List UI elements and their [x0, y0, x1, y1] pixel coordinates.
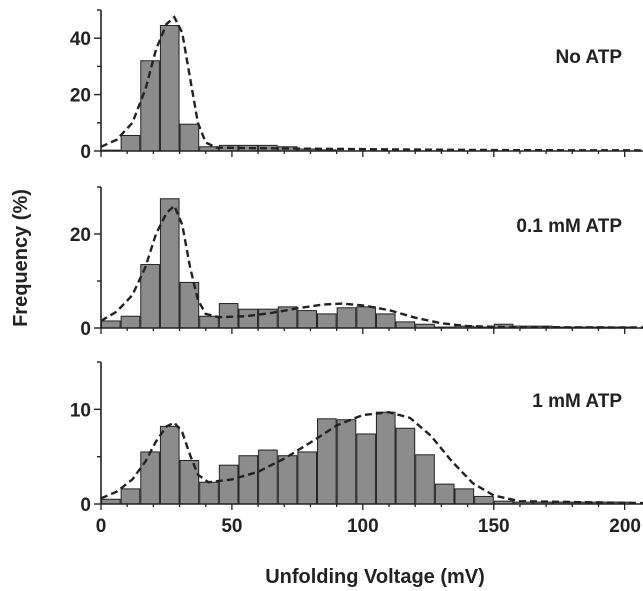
x-tick-label: 0 — [96, 516, 107, 537]
histogram-bar — [375, 411, 396, 505]
histogram-bar — [297, 310, 318, 329]
y-tick-label: 40 — [70, 29, 91, 50]
histogram-bar — [336, 307, 357, 329]
histogram-bar — [120, 134, 141, 152]
histogram-bar — [159, 25, 180, 152]
histogram-bar — [317, 313, 337, 329]
histogram-bar — [199, 315, 219, 329]
y-tick-label: 0 — [80, 495, 91, 516]
panel-3: 0 10 1 mM ATP — [70, 361, 643, 516]
x-tick-label: 100 — [347, 516, 379, 537]
histogram-bar — [356, 433, 376, 505]
histogram-bar — [101, 320, 121, 329]
histogram-bar — [434, 483, 455, 505]
histogram-bar — [454, 488, 475, 505]
fit-curve — [100, 203, 643, 329]
x-tick-label: 50 — [221, 516, 242, 537]
panel-condition-label: 1 mM ATP — [532, 391, 622, 412]
y-tick-label: 0 — [80, 319, 91, 340]
histogram-bar — [356, 306, 376, 329]
histogram-bar — [159, 425, 180, 505]
y-tick-label: 0 — [80, 142, 91, 163]
y-tick-label: 20 — [70, 225, 91, 246]
x-tick-labels: 0 50 100 150 200 — [96, 516, 641, 537]
histogram-bar — [199, 481, 219, 505]
histogram-bar — [218, 464, 239, 505]
y-tick-label: 20 — [70, 86, 91, 107]
fit-curve — [100, 410, 643, 505]
panel-2: 0 20 0.1 mM ATP — [70, 186, 643, 340]
histogram-bar — [395, 427, 416, 505]
panel-condition-label: No ATP — [556, 47, 623, 68]
histogram-bar — [258, 449, 278, 505]
panel-1: 0 20 40 No ATP — [70, 9, 643, 163]
x-axis-title: Unfolding Voltage (mV) — [265, 566, 485, 588]
histogram-bar — [238, 455, 259, 505]
histogram-bar — [238, 308, 259, 329]
histogram-bar — [179, 123, 200, 152]
x-tick-label: 150 — [478, 516, 510, 537]
histogram-bar — [395, 321, 416, 329]
histogram-bar — [140, 264, 160, 329]
panel-condition-label: 0.1 mM ATP — [516, 216, 622, 237]
histogram-bar — [415, 454, 435, 505]
histogram-bar — [297, 451, 318, 505]
histogram-bar — [140, 451, 160, 505]
histogram-bar — [120, 488, 141, 505]
x-tick-label: 200 — [609, 516, 641, 537]
chart-panels: 0 20 40 No ATP 0 20 0.1 mM ATP 0 10 1 mM ATP — [70, 9, 643, 516]
histogram-bar — [179, 281, 200, 329]
histogram-bar — [277, 455, 298, 505]
histogram-bar — [336, 419, 357, 505]
histogram-bar — [375, 313, 396, 329]
histogram-bar — [120, 315, 141, 329]
y-tick-label: 10 — [70, 400, 91, 421]
y-axis-title: Frequency (%) — [10, 189, 32, 327]
histogram-bar — [474, 495, 494, 505]
